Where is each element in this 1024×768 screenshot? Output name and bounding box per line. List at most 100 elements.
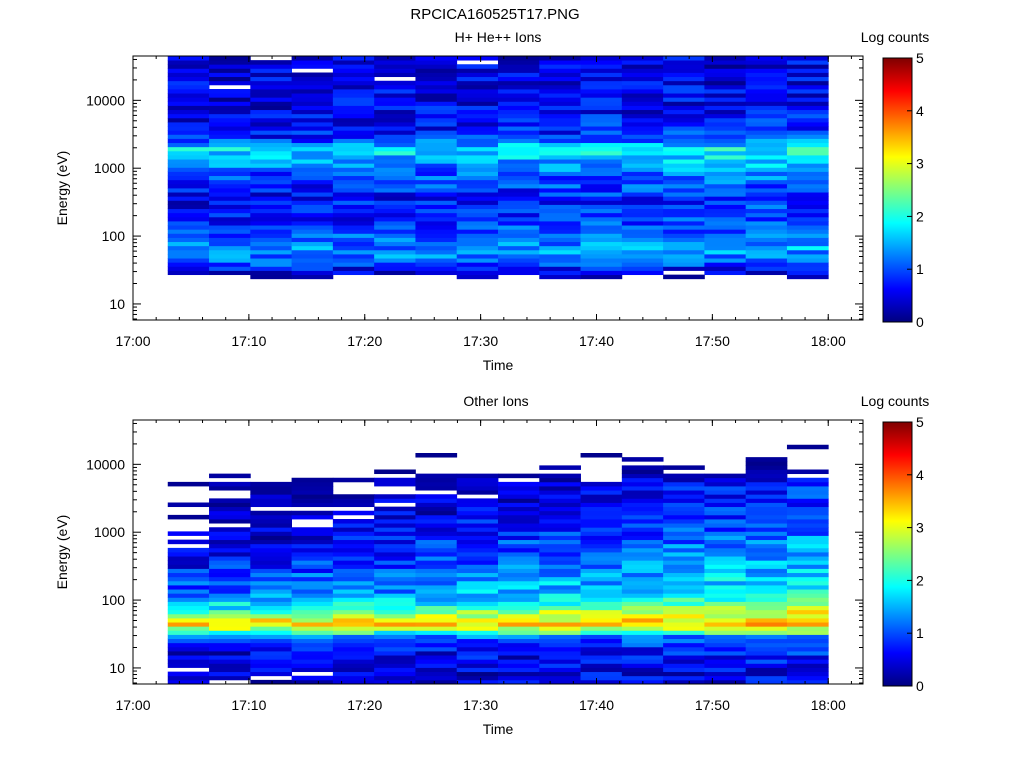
heatmap-cell	[167, 89, 210, 94]
heatmap-cell	[745, 266, 788, 271]
heatmap-cell	[745, 679, 788, 685]
heatmap-cell	[456, 531, 499, 536]
heatmap-cell	[539, 254, 581, 259]
heatmap-cell	[786, 527, 829, 532]
heatmap-cell	[539, 167, 581, 172]
heatmap-cell	[498, 113, 540, 119]
heatmap-cell	[539, 626, 581, 631]
heatmap-cell	[704, 142, 747, 148]
heatmap-cell	[209, 93, 251, 98]
heatmap-cell	[580, 138, 623, 144]
heatmap-cell	[250, 659, 292, 664]
heatmap-cell	[209, 675, 251, 681]
heatmap-cell	[291, 609, 334, 615]
heatmap-cell	[291, 126, 334, 131]
colorbar-tick-label: 2	[916, 572, 924, 588]
heatmap-cell	[621, 101, 664, 106]
heatmap-cell	[209, 72, 251, 78]
heatmap-cell	[167, 502, 210, 508]
heatmap-cell	[167, 572, 210, 578]
heatmap-cell	[539, 486, 581, 491]
heatmap-cell	[456, 245, 499, 251]
heatmap-cell	[291, 159, 334, 164]
heatmap-cell	[663, 159, 705, 164]
heatmap-cell	[663, 576, 705, 582]
heatmap-cell	[580, 576, 623, 582]
heatmap-cell	[704, 498, 747, 503]
heatmap-cell	[332, 126, 375, 131]
heatmap-cell	[745, 208, 788, 214]
heatmap-cell	[539, 527, 581, 532]
heatmap-cell	[250, 634, 292, 640]
heatmap-cell	[250, 601, 292, 607]
heatmap-cell	[663, 659, 705, 664]
heatmap-cell	[498, 597, 540, 602]
heatmap-cell	[786, 469, 829, 475]
heatmap-cell	[456, 126, 499, 131]
heatmap-cell	[209, 68, 251, 73]
heatmap-cell	[374, 89, 416, 94]
heatmap-cell	[786, 274, 829, 280]
heatmap-cell	[539, 229, 581, 234]
heatmap-cell	[167, 183, 210, 189]
heatmap-cell	[663, 146, 705, 152]
heatmap-cell	[291, 494, 334, 499]
heatmap-cell	[580, 76, 623, 82]
heatmap-cell	[663, 89, 705, 94]
heatmap-cell	[704, 601, 747, 607]
heatmap-cell	[456, 254, 499, 259]
heatmap-cell	[704, 97, 747, 102]
heatmap-cell	[745, 80, 788, 86]
heatmap-cell	[332, 113, 375, 119]
heatmap-cell	[374, 167, 416, 172]
heatmap-cell	[250, 97, 292, 102]
heatmap-cell	[374, 258, 416, 263]
heatmap-cell	[704, 547, 747, 553]
heatmap-cell	[291, 134, 334, 139]
heatmap-cell	[374, 109, 416, 115]
heatmap-cell	[374, 208, 416, 214]
heatmap-cell	[704, 72, 747, 78]
heatmap-cell	[704, 80, 747, 86]
heatmap-cell	[539, 179, 581, 185]
heatmap-cell	[621, 473, 664, 479]
heatmap-cell	[621, 237, 664, 243]
heatmap-cell	[209, 564, 251, 569]
heatmap-cell	[704, 188, 747, 193]
heatmap-cell	[209, 138, 251, 144]
heatmap-cell	[415, 597, 458, 602]
heatmap-cell	[374, 469, 416, 475]
heatmap-cell	[786, 60, 829, 65]
heatmap-cell	[745, 613, 788, 619]
heatmap-cell	[167, 117, 210, 123]
heatmap-cell	[621, 204, 664, 210]
heatmap-cell	[786, 245, 829, 251]
heatmap-cell	[250, 93, 292, 98]
heatmap-cell	[291, 262, 334, 267]
heatmap-cell	[415, 679, 458, 685]
x-tick-label: 17:10	[231, 333, 266, 349]
heatmap-cell	[498, 552, 540, 557]
heatmap-cell	[209, 241, 251, 247]
heatmap-cell	[498, 490, 540, 495]
heatmap-cell	[167, 150, 210, 156]
heatmap-cell	[291, 630, 334, 635]
heatmap-cell	[745, 249, 788, 255]
heatmap-cell	[704, 117, 747, 123]
heatmap-cell	[332, 667, 375, 673]
heatmap-cell	[250, 481, 292, 487]
colorbar-tick-label: 0	[916, 678, 924, 694]
heatmap-cell	[580, 523, 623, 528]
heatmap-cell	[456, 580, 499, 586]
heatmap-cell	[498, 659, 540, 664]
heatmap-cell	[209, 167, 251, 172]
heatmap-cell	[250, 262, 292, 267]
heatmap-cell	[704, 519, 747, 524]
heatmap-cell	[786, 585, 829, 590]
heatmap-cell	[456, 679, 499, 685]
heatmap-cell	[332, 188, 375, 193]
heatmap-cell	[580, 68, 623, 73]
heatmap-cell	[332, 254, 375, 259]
heatmap-cell	[498, 560, 540, 565]
heatmap-cell	[209, 622, 251, 627]
